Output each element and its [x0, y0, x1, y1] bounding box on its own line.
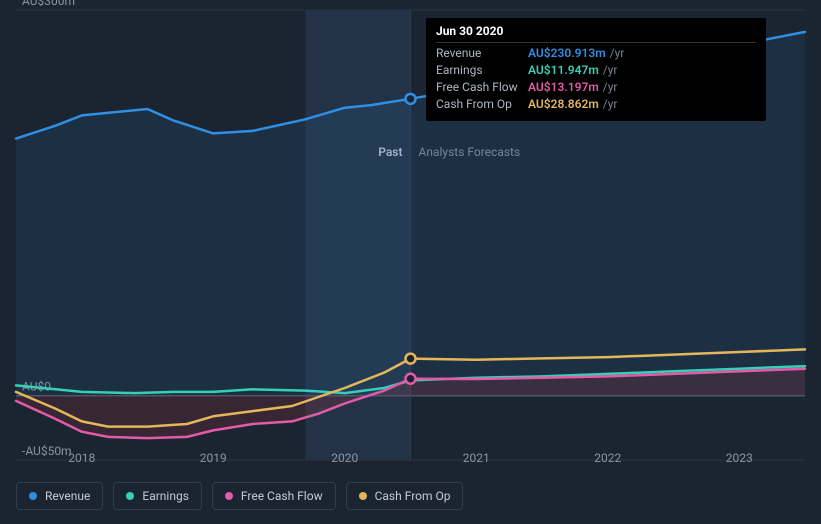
tooltip-row-unit: /yr — [603, 62, 618, 79]
legend-item-label: Earnings — [142, 489, 189, 503]
svg-text:2022: 2022 — [594, 451, 621, 465]
svg-text:2021: 2021 — [463, 451, 490, 465]
tooltip-row-value: AU$11.947m — [528, 62, 599, 79]
svg-text:AU$300m: AU$300m — [22, 0, 75, 8]
legend-dot-icon — [359, 492, 367, 500]
tooltip-row-unit: /yr — [603, 79, 618, 96]
legend-item-label: Revenue — [45, 489, 90, 503]
legend-item-revenue[interactable]: Revenue — [16, 482, 103, 510]
tooltip-row-value: AU$230.913m — [528, 45, 606, 62]
svg-text:2023: 2023 — [726, 451, 753, 465]
tooltip-row: RevenueAU$230.913m/yr — [436, 45, 756, 62]
tooltip-rows: RevenueAU$230.913m/yrEarningsAU$11.947m/… — [436, 45, 756, 113]
tooltip-row-label: Earnings — [436, 62, 528, 79]
legend-item-earnings[interactable]: Earnings — [113, 482, 202, 510]
forecast-chart: AU$300mAU$0-AU$50m2018201920202021202220… — [0, 0, 821, 524]
svg-text:-AU$50m: -AU$50m — [22, 444, 72, 458]
tooltip-row: Cash From OpAU$28.862m/yr — [436, 96, 756, 113]
tooltip-row-label: Free Cash Flow — [436, 79, 528, 96]
tooltip-row: Free Cash FlowAU$13.197m/yr — [436, 79, 756, 96]
legend-item-label: Cash From Op — [375, 489, 451, 503]
legend-item-cfo[interactable]: Cash From Op — [346, 482, 464, 510]
legend-dot-icon — [225, 492, 233, 500]
tooltip-date: Jun 30 2020 — [436, 24, 756, 43]
tooltip-row-unit: /yr — [603, 96, 618, 113]
legend-dot-icon — [126, 492, 134, 500]
tooltip-row: EarningsAU$11.947m/yr — [436, 62, 756, 79]
svg-text:2018: 2018 — [68, 451, 95, 465]
tooltip-row-label: Cash From Op — [436, 96, 528, 113]
svg-text:2019: 2019 — [200, 451, 227, 465]
tooltip-row-value: AU$13.197m — [528, 79, 599, 96]
legend-item-label: Free Cash Flow — [241, 489, 323, 503]
hover-tooltip: Jun 30 2020 RevenueAU$230.913m/yrEarning… — [426, 18, 766, 121]
svg-text:2020: 2020 — [331, 451, 358, 465]
tooltip-row-value: AU$28.862m — [528, 96, 599, 113]
legend-dot-icon — [29, 492, 37, 500]
tooltip-row-label: Revenue — [436, 45, 528, 62]
legend: Revenue Earnings Free Cash Flow Cash From O… — [16, 482, 463, 510]
legend-item-fcf[interactable]: Free Cash Flow — [212, 482, 336, 510]
tooltip-row-unit: /yr — [610, 45, 625, 62]
